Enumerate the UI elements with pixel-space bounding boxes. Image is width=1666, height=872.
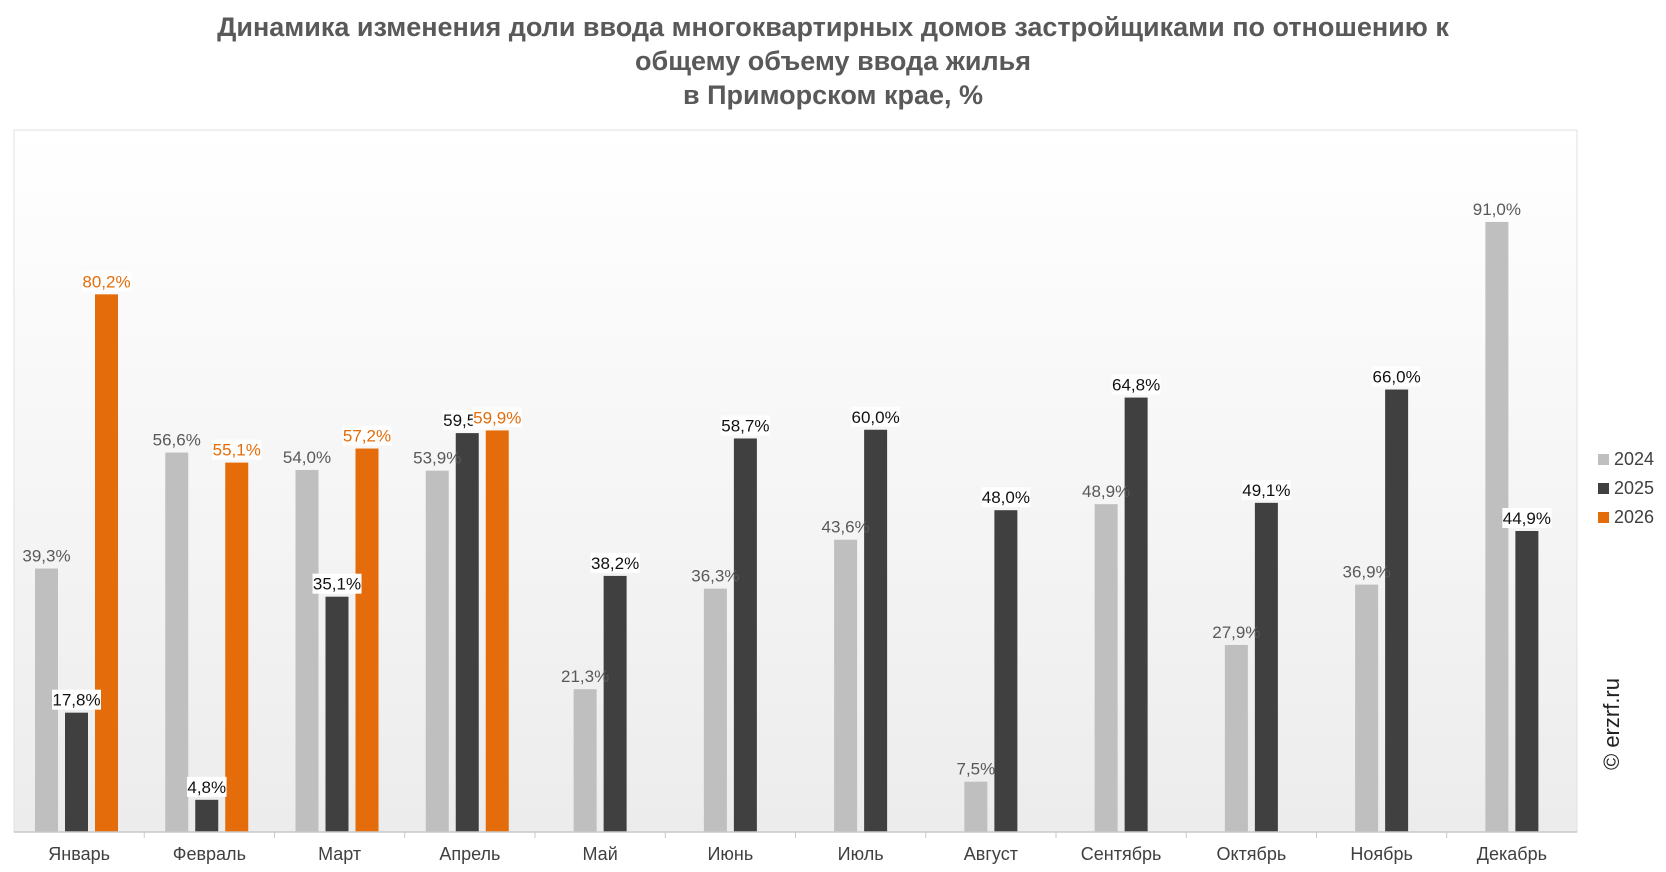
bar-2025-12	[1515, 530, 1539, 832]
data-label-bg	[472, 407, 522, 428]
data-label-2025-8: 48,0%	[982, 488, 1030, 507]
chart-title-line-2: общему объему ввода жилья	[635, 46, 1031, 76]
x-tick-label: Август	[964, 844, 1018, 864]
bar-2024-2	[165, 452, 189, 832]
data-label-bg	[1372, 366, 1422, 387]
data-label-bg	[342, 425, 392, 446]
data-label-2025-12: 44,9%	[1503, 509, 1551, 528]
data-label-bg	[590, 552, 640, 573]
x-tick-label: Июль	[838, 844, 884, 864]
bar-2024-12	[1485, 221, 1509, 833]
data-label-bg	[851, 406, 901, 427]
chart-title: Динамика изменения доли ввода многокварт…	[0, 10, 1666, 112]
bar-2024-3	[295, 469, 319, 832]
bar-2025-4	[455, 433, 479, 832]
data-label-2024-9: 48,9%	[1082, 482, 1130, 501]
data-label-2025-2: 4,8%	[187, 778, 226, 797]
data-label-2024-2: 56,6%	[153, 431, 201, 450]
legend-swatch-2025	[1598, 483, 1609, 494]
data-label-bg	[212, 439, 262, 460]
data-label-bg	[1241, 479, 1291, 500]
data-label-2025-10: 49,1%	[1242, 481, 1290, 500]
data-label-2024-6: 36,3%	[691, 567, 739, 586]
data-label-2024-5: 21,3%	[561, 667, 609, 686]
legend-swatch-2024	[1598, 454, 1609, 465]
x-tick-label: Апрель	[439, 844, 500, 864]
x-tick-label: Январь	[48, 844, 110, 864]
data-label-2025-7: 60,0%	[852, 408, 900, 427]
data-label-2025-9: 64,8%	[1112, 376, 1160, 395]
bar-2026-2	[225, 462, 249, 832]
data-label-2025-1: 17,8%	[52, 691, 100, 710]
data-label-bg	[981, 487, 1031, 508]
plot-area	[13, 129, 1578, 833]
bar-2024-11	[1355, 584, 1379, 832]
watermark: © erzrf.ru	[1599, 678, 1624, 770]
data-label-2024-12: 91,0%	[1473, 200, 1521, 219]
bar-2025-8	[994, 510, 1018, 832]
data-label-2024-4: 53,9%	[413, 449, 461, 468]
bar-2025-10	[1254, 502, 1278, 832]
data-label-2026-3: 57,2%	[343, 427, 391, 446]
legend-label-2024: 2024	[1614, 449, 1654, 469]
x-tick-label: Май	[582, 844, 617, 864]
data-label-2024-7: 43,6%	[822, 518, 870, 537]
data-label-2025-6: 58,7%	[721, 416, 769, 435]
data-label-2024-10: 27,9%	[1212, 623, 1260, 642]
bar-2025-7	[864, 429, 888, 832]
data-label-2024-1: 39,3%	[22, 547, 70, 566]
bar-2025-9	[1124, 397, 1148, 832]
legend-swatch-2026	[1598, 512, 1609, 523]
x-tick-label: Июнь	[707, 844, 753, 864]
legend-label-2025: 2025	[1614, 478, 1654, 498]
chart-title-line-1: Динамика изменения доли ввода многокварт…	[217, 12, 1449, 42]
bar-2025-2	[195, 799, 219, 832]
x-tick-label: Октябрь	[1216, 844, 1286, 864]
data-label-2024-11: 36,9%	[1343, 563, 1391, 582]
bar-2025-11	[1385, 389, 1409, 832]
data-label-bg	[1502, 507, 1552, 528]
bar-2026-3	[355, 448, 379, 832]
bar-2024-8	[964, 781, 988, 832]
data-label-bg	[186, 776, 227, 797]
bar-2025-6	[733, 438, 757, 832]
x-tick-label: Март	[318, 844, 361, 864]
bar-2024-9	[1094, 504, 1118, 832]
data-label-2025-3: 35,1%	[313, 575, 361, 594]
bar-2024-1	[35, 568, 58, 832]
data-label-bg	[1111, 374, 1161, 395]
bar-2024-10	[1224, 644, 1248, 832]
data-label-bg	[52, 689, 101, 710]
data-label-bg	[720, 415, 770, 436]
legend-label-2026: 2026	[1614, 507, 1654, 527]
data-label-2026-4: 59,9%	[473, 408, 521, 427]
x-tick-label: Декабрь	[1477, 844, 1547, 864]
data-label-2024-8: 7,5%	[957, 760, 996, 779]
bar-2025-1	[65, 712, 88, 832]
bar-2024-5	[573, 689, 597, 832]
bar-2025-3	[325, 596, 349, 832]
x-tick-label: Ноябрь	[1350, 844, 1412, 864]
bar-2026-1	[95, 294, 118, 832]
data-label-2026-2: 55,1%	[213, 441, 261, 460]
data-label-bg	[312, 573, 362, 594]
bar-2025-5	[603, 575, 627, 832]
chart-title-line-3: в Приморском крае, %	[682, 80, 984, 110]
data-label-2025-11: 66,0%	[1373, 368, 1421, 387]
data-label-2025-5: 38,2%	[591, 554, 639, 573]
data-label-bg	[82, 271, 131, 292]
data-label-2026-1: 80,2%	[82, 272, 130, 291]
bar-2024-7	[834, 539, 858, 832]
bar-2024-6	[703, 588, 727, 832]
bar-2026-4	[485, 430, 509, 832]
x-tick-label: Сентябрь	[1081, 844, 1162, 864]
x-tick-label: Февраль	[173, 844, 246, 864]
bar-2024-4	[425, 470, 449, 832]
data-label-2024-3: 54,0%	[283, 448, 331, 467]
